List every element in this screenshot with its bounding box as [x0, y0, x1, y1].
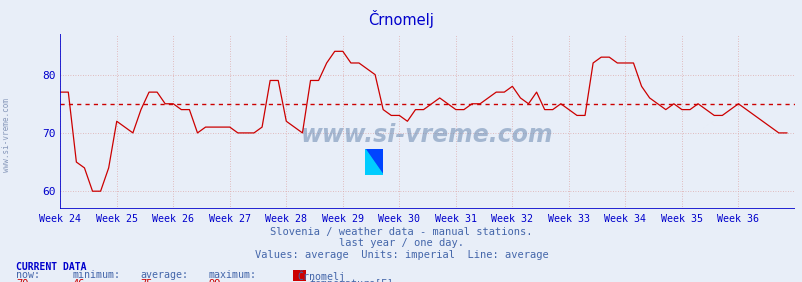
- Text: www.si-vreme.com: www.si-vreme.com: [301, 123, 553, 147]
- Text: minimum:: minimum:: [72, 270, 120, 280]
- Text: average:: average:: [140, 270, 188, 280]
- Text: CURRENT DATA: CURRENT DATA: [16, 262, 87, 272]
- Text: 70: 70: [16, 279, 29, 282]
- Text: www.si-vreme.com: www.si-vreme.com: [2, 98, 11, 172]
- Polygon shape: [365, 149, 383, 175]
- Text: 75: 75: [140, 279, 153, 282]
- Polygon shape: [365, 149, 383, 175]
- Text: Slovenia / weather data - manual stations.: Slovenia / weather data - manual station…: [270, 227, 532, 237]
- Text: Črnomelj: Črnomelj: [368, 10, 434, 28]
- Text: Črnomelj: Črnomelj: [297, 270, 345, 282]
- Text: 46: 46: [72, 279, 85, 282]
- Text: temperature[F]: temperature[F]: [309, 279, 393, 282]
- Text: last year / one day.: last year / one day.: [338, 238, 464, 248]
- Text: Values: average  Units: imperial  Line: average: Values: average Units: imperial Line: av…: [254, 250, 548, 260]
- Text: 99: 99: [209, 279, 221, 282]
- Text: now:: now:: [16, 270, 40, 280]
- Text: maximum:: maximum:: [209, 270, 257, 280]
